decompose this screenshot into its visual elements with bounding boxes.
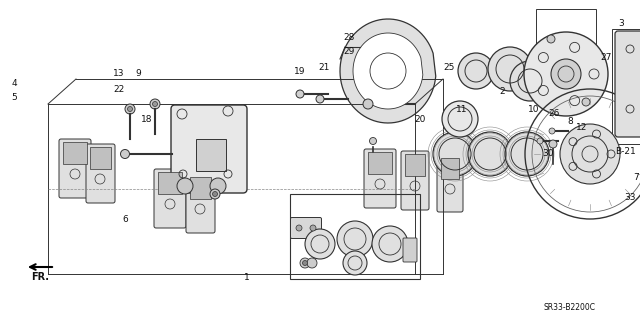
- FancyBboxPatch shape: [186, 174, 215, 233]
- Circle shape: [468, 132, 512, 176]
- Circle shape: [300, 258, 310, 268]
- Bar: [536, 9, 596, 54]
- Polygon shape: [340, 19, 436, 123]
- Circle shape: [152, 101, 157, 107]
- Bar: [290, 194, 420, 279]
- Circle shape: [505, 132, 549, 176]
- Bar: [612, 29, 640, 144]
- Circle shape: [551, 59, 581, 89]
- Circle shape: [360, 43, 416, 99]
- Circle shape: [305, 229, 335, 259]
- Circle shape: [177, 178, 193, 194]
- Bar: [405, 154, 425, 176]
- FancyBboxPatch shape: [86, 144, 115, 203]
- Circle shape: [125, 104, 135, 114]
- FancyBboxPatch shape: [364, 149, 396, 208]
- Text: 26: 26: [548, 109, 560, 118]
- Circle shape: [582, 98, 590, 106]
- Circle shape: [337, 221, 373, 257]
- Bar: [441, 158, 459, 179]
- Text: SR33-B2200C: SR33-B2200C: [543, 302, 595, 311]
- Bar: [63, 142, 87, 164]
- Circle shape: [210, 189, 220, 199]
- Text: 29: 29: [343, 47, 355, 56]
- Text: 12: 12: [576, 122, 588, 131]
- Text: 21: 21: [318, 63, 330, 71]
- FancyBboxPatch shape: [171, 105, 247, 193]
- Text: 22: 22: [113, 85, 125, 94]
- Circle shape: [547, 35, 555, 43]
- Circle shape: [127, 107, 132, 112]
- Text: 4: 4: [11, 79, 17, 88]
- Circle shape: [369, 137, 376, 145]
- Text: 3: 3: [618, 19, 624, 28]
- Circle shape: [316, 95, 324, 103]
- Circle shape: [303, 261, 307, 265]
- Circle shape: [488, 47, 532, 91]
- Circle shape: [210, 178, 226, 194]
- Circle shape: [537, 138, 543, 144]
- Circle shape: [433, 132, 477, 176]
- Bar: [158, 172, 182, 194]
- Circle shape: [372, 226, 408, 262]
- Circle shape: [442, 101, 478, 137]
- Circle shape: [120, 150, 129, 159]
- Circle shape: [363, 99, 373, 109]
- Circle shape: [343, 251, 367, 275]
- Text: 8: 8: [567, 116, 573, 125]
- Text: 5: 5: [11, 93, 17, 102]
- Bar: [196, 139, 226, 171]
- Circle shape: [458, 53, 494, 89]
- Text: 10: 10: [528, 105, 540, 114]
- Polygon shape: [353, 33, 423, 109]
- FancyBboxPatch shape: [615, 31, 640, 137]
- Text: 28: 28: [343, 33, 355, 41]
- Text: 19: 19: [294, 66, 306, 76]
- FancyBboxPatch shape: [437, 156, 463, 212]
- Bar: [90, 147, 111, 169]
- Text: 27: 27: [600, 53, 612, 62]
- Text: 9: 9: [135, 69, 141, 78]
- Text: 6: 6: [122, 214, 128, 224]
- Text: 33: 33: [624, 192, 636, 202]
- Circle shape: [212, 191, 218, 197]
- Circle shape: [560, 124, 620, 184]
- Circle shape: [296, 90, 304, 98]
- FancyBboxPatch shape: [291, 218, 321, 239]
- Bar: [190, 177, 211, 199]
- Text: 13: 13: [113, 69, 125, 78]
- Circle shape: [524, 32, 608, 116]
- Circle shape: [549, 140, 557, 148]
- FancyBboxPatch shape: [403, 238, 417, 262]
- Circle shape: [150, 99, 160, 109]
- Bar: [368, 152, 392, 174]
- Text: 25: 25: [444, 63, 454, 71]
- Text: 7: 7: [633, 173, 639, 182]
- Text: FR.: FR.: [31, 272, 49, 282]
- FancyBboxPatch shape: [401, 151, 429, 210]
- Text: 1: 1: [244, 272, 250, 281]
- Text: B-21: B-21: [616, 146, 636, 155]
- Text: 20: 20: [414, 115, 426, 123]
- FancyBboxPatch shape: [59, 139, 91, 198]
- Circle shape: [310, 225, 316, 231]
- Circle shape: [549, 128, 555, 134]
- Text: 11: 11: [456, 105, 468, 114]
- Text: 30: 30: [542, 150, 554, 159]
- Circle shape: [296, 225, 302, 231]
- Text: 2: 2: [499, 86, 505, 95]
- Text: 18: 18: [141, 115, 153, 124]
- Circle shape: [510, 61, 550, 101]
- FancyBboxPatch shape: [154, 169, 186, 228]
- Circle shape: [307, 258, 317, 268]
